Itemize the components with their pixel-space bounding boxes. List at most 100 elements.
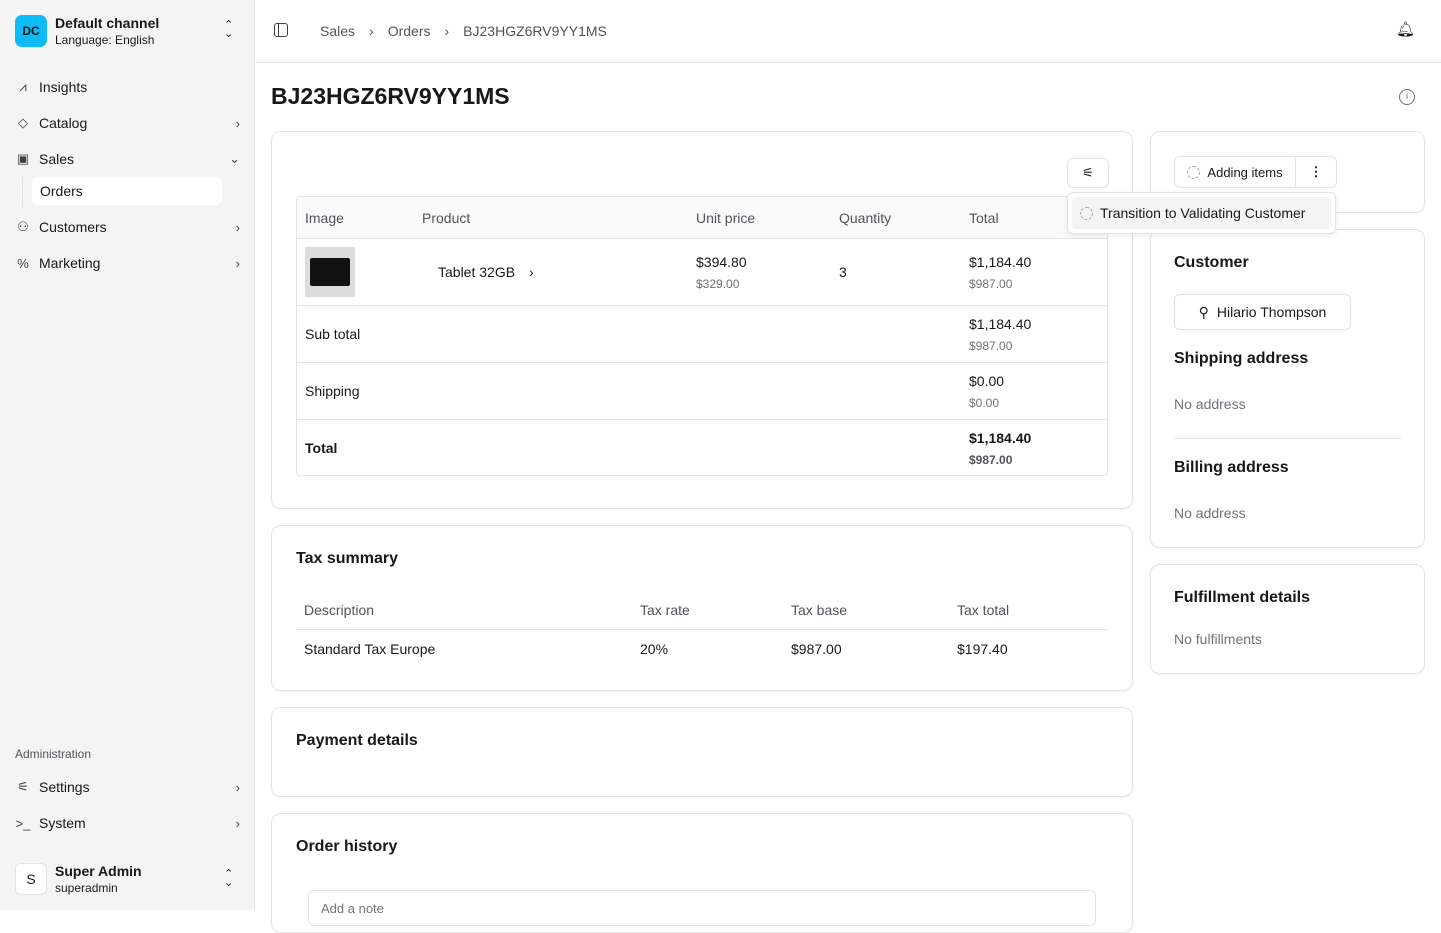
menu-item-transition[interactable]: Transition to Validating Customer [1072, 197, 1331, 229]
shipping-value: $0.00 [969, 373, 1005, 389]
fulfillment-card: Fulfillment details No fulfillments [1150, 564, 1425, 674]
billing-address: No address [1174, 505, 1246, 521]
col-unit-price: Unit price [696, 210, 756, 226]
user-icon: ⚲ [1198, 303, 1209, 320]
admin-heading: Administration [15, 747, 92, 761]
sidebar-item-system[interactable]: >_ System › [15, 809, 240, 837]
nav-label: Customers [39, 219, 107, 235]
order-lines-card: ⚟ Image Product Unit price Quantity Tota… [271, 131, 1133, 509]
chevron-right-icon: › [235, 115, 240, 131]
page-title: BJ23HGZ6RV9YY1MS [271, 83, 510, 109]
total-row: Total $1,184.40 $987.00 [297, 419, 1107, 476]
sidebar-item-sales[interactable]: ▣ Sales ⌄ [15, 145, 240, 173]
product-name: Tablet 32GB [438, 264, 516, 280]
tax-total: $197.40 [957, 641, 1008, 657]
users-icon: ⚇ [17, 219, 29, 234]
subtotal-net: $987.00 [969, 339, 1013, 353]
actions-dropdown: Transition to Validating Customer [1067, 192, 1336, 234]
customer-card: Customer ⚲ Hilario Thompson Shipping addr… [1150, 229, 1425, 548]
user-name: Super Admin [55, 863, 142, 879]
more-actions-button[interactable]: ⋮ [1295, 156, 1337, 188]
sidebar-item-orders[interactable]: Orders [32, 177, 222, 205]
col-description: Description [304, 602, 375, 618]
circle-dashed-icon [1080, 206, 1093, 220]
line-total-net: $987.00 [969, 277, 1013, 291]
nav-label: System [39, 815, 86, 831]
order-history-card: Order history [271, 813, 1133, 933]
total-label: Total [305, 440, 338, 456]
bell-icon[interactable]: 🔔︎ [1395, 21, 1415, 38]
sliders-icon: ⚟ [1082, 165, 1094, 180]
channel-switcher[interactable]: Default channel Language: English [55, 15, 159, 47]
chevrons-up-down-icon[interactable]: ⌃ ⌄ [224, 868, 234, 889]
avatar: S [15, 863, 47, 895]
sidebar-item-settings[interactable]: ⚟ Settings › [15, 773, 240, 801]
payment-card: Payment details [271, 707, 1133, 797]
chevron-right-icon: › [235, 779, 240, 795]
state-button[interactable]: Adding items [1174, 156, 1296, 188]
subtotal-row: Sub total $1,184.40 $987.00 [297, 305, 1107, 362]
channel-name: Default channel [55, 15, 160, 31]
nav-label: Settings [39, 779, 90, 795]
table-row: Standard Tax Europe 20% $987.00 $197.40 [296, 630, 1108, 670]
chevrons-up-down-icon[interactable]: ⌃ ⌄ [224, 19, 234, 40]
tax-header: Description Tax rate Tax base Tax total [296, 588, 1108, 630]
header: Sales › Orders › BJ23HGZ6RV9YY1MS 🔔︎ [256, 0, 1441, 63]
chevron-right-icon: › [235, 815, 240, 831]
customer-name: Hilario Thompson [1216, 304, 1327, 320]
menu-item-label: Transition to Validating Customer [1100, 205, 1306, 221]
nav-label: Sales [39, 151, 75, 167]
col-tax-base: Tax base [791, 602, 848, 618]
sidebar-item-customers[interactable]: ⚇ Customers › [15, 213, 240, 241]
billing-address-title: Billing address [1174, 459, 1289, 476]
chevron-right-icon: › [369, 23, 374, 39]
settings-icon: ⚟ [17, 779, 29, 794]
table-header: Image Product Unit price Quantity Total [297, 197, 1107, 238]
percent-icon: % [17, 255, 29, 271]
tax-rate: 20% [640, 641, 669, 657]
channel-language: Language: English [55, 33, 155, 47]
nav-label: Catalog [39, 115, 88, 131]
unit-price-net: $329.00 [696, 277, 740, 291]
fulfillment-value: No fulfillments [1174, 631, 1262, 647]
state-label: Adding items [1207, 164, 1283, 180]
total-value: $1,184.40 [969, 430, 1032, 446]
filter-settings-button[interactable]: ⚟ [1067, 158, 1109, 188]
quantity: 3 [839, 264, 847, 280]
subtotal-value: $1,184.40 [969, 316, 1032, 332]
tags-icon: ◇ [18, 115, 28, 130]
col-total: Total [969, 210, 999, 226]
customer-link[interactable]: ⚲ Hilario Thompson [1174, 294, 1351, 330]
unit-price: $394.80 [696, 254, 747, 270]
tax-base: $987.00 [791, 641, 842, 657]
channel-logo: DC [15, 15, 47, 47]
submenu-line [22, 177, 23, 207]
tax-description: Standard Tax Europe [304, 641, 436, 657]
breadcrumb-sales[interactable]: Sales [320, 23, 356, 39]
sidebar-item-marketing[interactable]: % Marketing › [15, 249, 240, 277]
customer-title: Customer [1174, 254, 1249, 271]
chevron-right-icon: › [528, 264, 534, 280]
order-lines-table: Image Product Unit price Quantity Total … [296, 196, 1108, 476]
chevron-right-icon: › [444, 23, 450, 39]
total-net: $987.00 [969, 453, 1013, 467]
subtotal-label: Sub total [305, 326, 361, 342]
sidebar-item-insights[interactable]: ⩘ Insights [15, 73, 240, 101]
user-username: superadmin [55, 881, 118, 895]
product-image [305, 247, 355, 297]
circle-dashed-icon [1187, 165, 1201, 179]
breadcrumb-current: BJ23HGZ6RV9YY1MS [463, 23, 607, 39]
sidebar-toggle-icon[interactable] [274, 23, 288, 37]
sidebar-item-catalog[interactable]: ◇ Catalog › [15, 109, 240, 137]
product-link[interactable]: Tablet 32GB › [438, 264, 534, 280]
user-menu[interactable]: Super Admin superadmin [55, 863, 142, 895]
info-icon[interactable]: i [1399, 89, 1415, 105]
shipping-label: Shipping [305, 383, 360, 399]
shipping-row: Shipping $0.00 $0.00 [297, 362, 1107, 419]
col-tax-rate: Tax rate [640, 602, 690, 618]
note-input[interactable] [308, 890, 1096, 926]
tax-title: Tax summary [296, 550, 398, 567]
fulfillment-title: Fulfillment details [1174, 589, 1311, 606]
breadcrumb-orders[interactable]: Orders [387, 23, 431, 39]
col-quantity: Quantity [839, 210, 892, 226]
